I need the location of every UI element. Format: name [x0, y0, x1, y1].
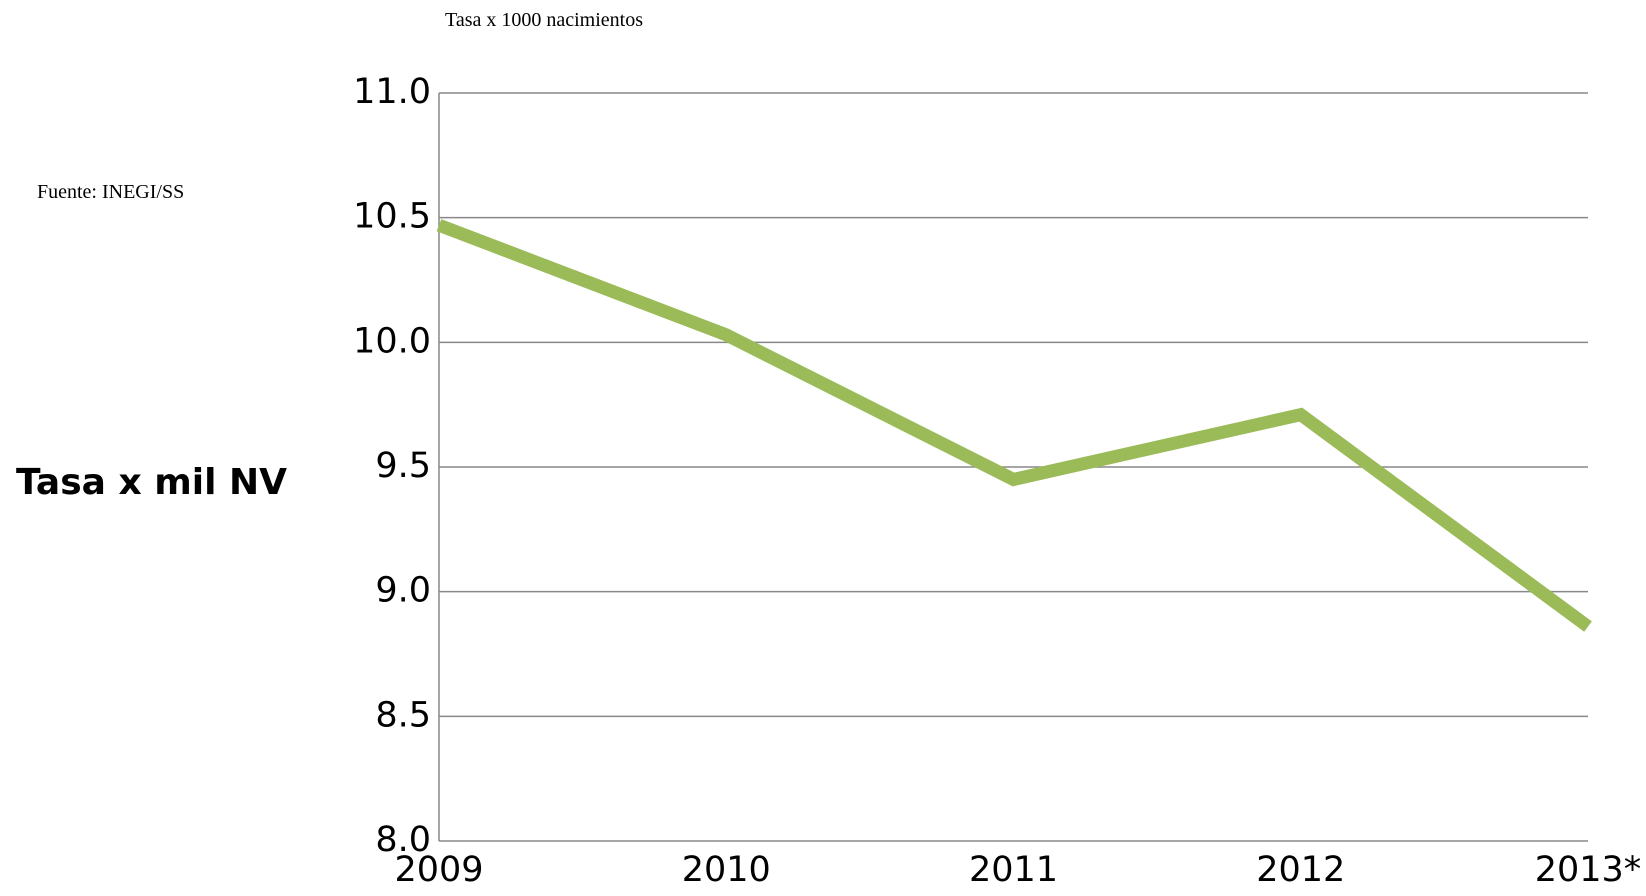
y-axis-label: Tasa x mil NV — [16, 462, 287, 503]
x-tick-label: 2010 — [682, 850, 771, 890]
y-tick-label: 9.5 — [375, 446, 431, 486]
x-tick-label: 2012 — [1256, 850, 1345, 890]
y-tick-label: 8.0 — [375, 820, 431, 860]
y-tick-label: 8.5 — [375, 695, 431, 735]
y-tick-label: 9.0 — [375, 571, 431, 611]
y-tick-label: 10.5 — [353, 197, 431, 237]
data-line — [436, 219, 1592, 632]
y-tick-label: 10.0 — [353, 321, 431, 361]
x-tick-label: 2009 — [394, 850, 483, 890]
chart-subtitle: Tasa x 1000 nacimientos — [445, 9, 643, 31]
x-tick-label: 2013* — [1535, 850, 1642, 890]
source-note: Fuente: INEGI/SS — [37, 181, 184, 203]
x-tick-label: 2011 — [969, 850, 1058, 890]
y-tick-label: 11.0 — [353, 72, 431, 112]
